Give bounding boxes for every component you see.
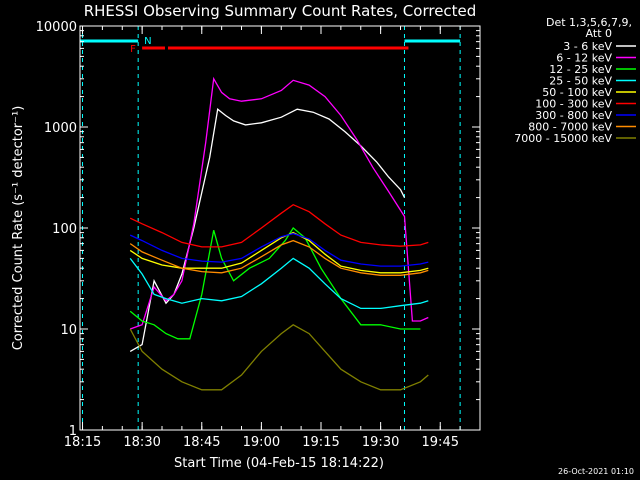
y-axis-label: Corrected Count Rate (s⁻¹ detector⁻¹): [11, 106, 26, 351]
x-tick-label-0: 18:15: [64, 435, 101, 450]
flare-flag-label: F: [130, 44, 136, 55]
legend-label-25-50-kev: 25 - 50 keV: [549, 75, 612, 88]
x-tick-label-4: 19:15: [302, 435, 339, 450]
series-layer: [129, 76, 429, 391]
x-tick-label-2: 18:45: [183, 435, 220, 450]
x-tick-label-5: 19:30: [362, 435, 399, 450]
legend-label-6-12-kev: 6 - 12 keV: [556, 52, 612, 65]
chart-title: RHESSI Observing Summary Count Rates, Co…: [84, 2, 477, 20]
x-tick-label-1: 18:30: [123, 435, 160, 450]
y-axis: 1 10 100 1000 10000: [36, 20, 480, 439]
y-tick-label-4: 10000: [36, 20, 77, 35]
y-tick-label-0: 1: [69, 424, 77, 439]
y-tick-label-3: 1000: [44, 121, 77, 136]
series-line-7000-15000-kev: [129, 324, 429, 391]
series-line-12-25-kev: [129, 227, 421, 340]
y-tick-label-1: 10: [60, 323, 77, 338]
legend-header-line1: Det 1,3,5,6,7,9,: [546, 16, 632, 29]
x-tick-label-6: 19:45: [422, 435, 459, 450]
legend-label-7000-15000-kev: 7000 - 15000 keV: [514, 132, 612, 145]
legend-label-50-100-kev: 50 - 100 keV: [542, 86, 612, 99]
series-line-25-50-kev: [129, 257, 429, 310]
flag-bars: FN: [80, 36, 461, 55]
legend-label-100-300-kev: 100 - 300 keV: [535, 98, 612, 111]
y-tick-label-2: 100: [52, 222, 77, 237]
legend-header-line2: Att 0: [586, 27, 612, 40]
x-axis: 18:15 18:30 18:45 19:00 19:15 19:30 19:45: [64, 26, 481, 450]
series-line-6-12-kev: [129, 76, 429, 330]
x-tick-label-3: 19:00: [243, 435, 280, 450]
legend-label-300-800-kev: 300 - 800 keV: [535, 109, 612, 122]
timestamp: 26-Oct-2021 01:10: [558, 467, 634, 476]
series-line-800-7000-kev: [129, 239, 429, 276]
legend-label-800-7000-kev: 800 - 7000 keV: [528, 121, 612, 134]
x-axis-label: Start Time (04-Feb-15 18:14:22): [174, 456, 384, 471]
legend-label-12-25-kev: 12 - 25 keV: [549, 63, 612, 76]
series-line-100-300-kev: [129, 203, 429, 248]
series-line-300-800-kev: [129, 232, 429, 267]
night-flag-label: N: [144, 36, 151, 47]
legend-label-3-6-kev: 3 - 6 keV: [563, 40, 612, 53]
